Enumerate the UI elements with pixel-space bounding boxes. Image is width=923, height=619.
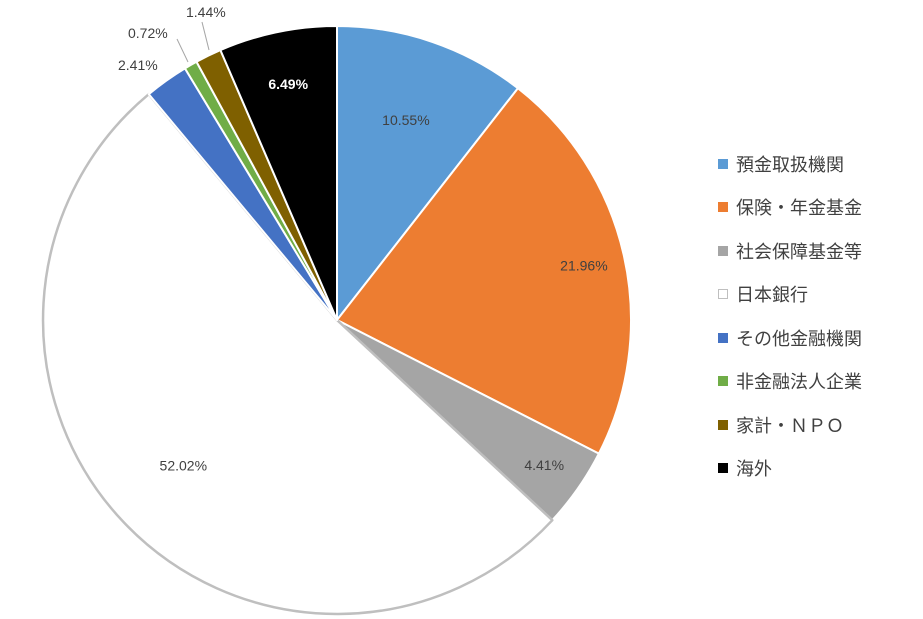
legend-swatch-1 — [718, 202, 728, 213]
legend-label-7: 海外 — [736, 459, 772, 481]
legend-swatch-2 — [718, 245, 728, 256]
data-label-1: 21.96% — [560, 257, 607, 273]
data-label-5: 0.72% — [128, 25, 168, 41]
legend-swatch-5 — [718, 376, 728, 387]
legend-label-1: 保険・年金基金 — [736, 198, 862, 220]
legend-swatch-4 — [718, 332, 728, 343]
data-label-2: 4.41% — [524, 457, 564, 473]
leader-lines-layer — [176, 21, 210, 63]
legend-swatch-0 — [718, 158, 728, 169]
pie-slice-1 — [336, 87, 632, 455]
legend-item-4: その他金融機関 — [718, 316, 918, 360]
legend-label-2: 社会保障基金等 — [736, 241, 862, 263]
chart-legend: 預金取扱機関 保険・年金基金 社会保障基金等 日本銀行その他金融機関 非金融法人企業 家計… — [718, 142, 918, 490]
data-label-6: 1.44% — [186, 4, 226, 20]
data-label-3: 52.02% — [160, 458, 207, 474]
data-label-0: 10.55% — [382, 112, 429, 128]
data-label-7: 6.49% — [268, 76, 308, 92]
data-labels-layer: 10.55% 21.96% 4.41% 52.02% 2.41% 0.72% 1.44% 6.… — [118, 4, 608, 474]
legend-item-0: 預金取扱機関 — [718, 142, 918, 186]
legend-label-3: 日本銀行 — [736, 285, 808, 307]
leader-line-5 — [176, 38, 189, 63]
legend-label-6: 家計・ＮＰＯ — [736, 415, 844, 437]
legend-label-5: 非金融法人企業 — [736, 372, 862, 394]
legend-item-7: 海外 — [718, 447, 918, 491]
legend-swatch-7 — [718, 463, 728, 474]
slices-layer — [41, 25, 632, 616]
legend-swatch-3 — [718, 289, 728, 300]
legend-item-2: 社会保障基金等 — [718, 229, 918, 273]
legend-item-1: 保険・年金基金 — [718, 186, 918, 230]
legend-item-6: 家計・ＮＰＯ — [718, 403, 918, 447]
data-label-4: 2.41% — [118, 57, 158, 73]
pie-slice-3 — [41, 92, 554, 616]
leader-line-6 — [201, 21, 210, 51]
legend-label-4: その他金融機関 — [736, 328, 862, 350]
legend-label-0: 預金取扱機関 — [736, 154, 844, 176]
pie-slice-7 — [219, 25, 338, 321]
legend-item-3: 日本銀行 — [718, 273, 918, 317]
legend-swatch-6 — [718, 419, 728, 430]
pie-slice-0 — [336, 25, 519, 321]
legend-item-5: 非金融法人企業 — [718, 360, 918, 404]
